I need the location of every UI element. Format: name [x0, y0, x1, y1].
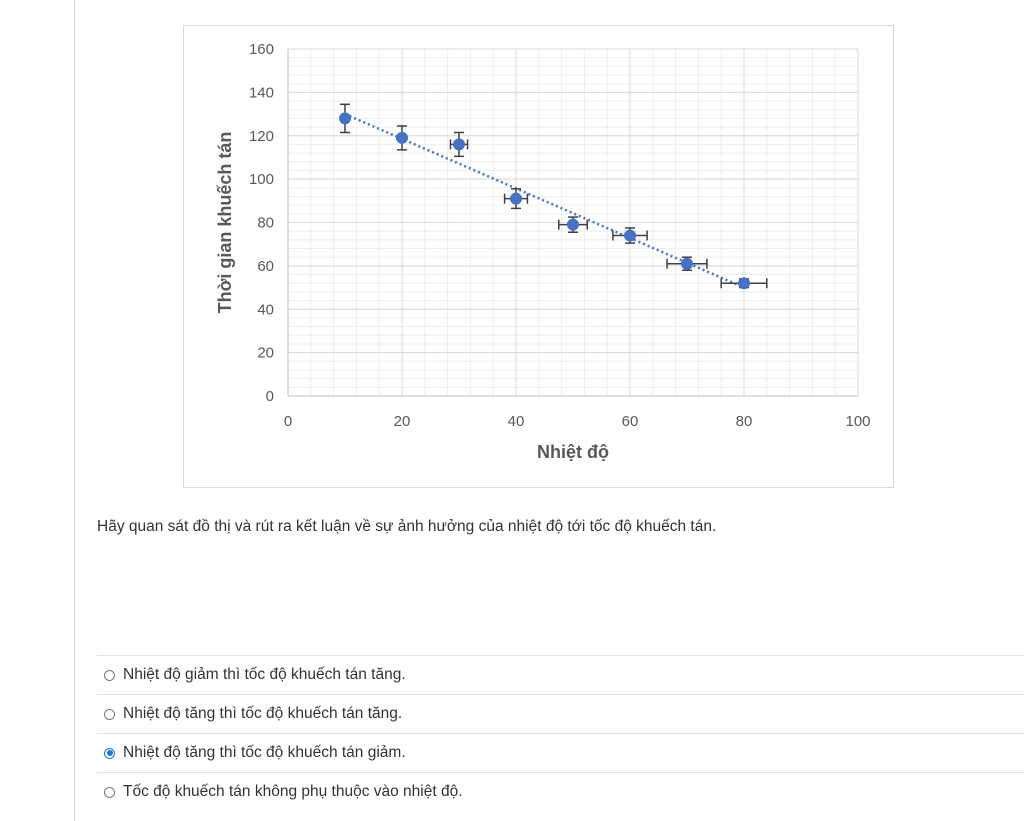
option-3[interactable]: Tốc độ khuếch tán không phụ thuộc vào nh…	[97, 772, 1024, 811]
x-axis-title: Nhiệt độ	[537, 442, 609, 462]
radio-button-1[interactable]	[104, 708, 115, 720]
data-point	[396, 131, 408, 144]
chart-container: 0 20 40 60 80 100 120 140 160 0 20 40 60 80 100 Nhiệt đ…	[183, 25, 894, 488]
y-tick-label: 140	[249, 84, 274, 101]
y-tick-label: 160	[249, 41, 274, 58]
option-label-3: Tốc độ khuếch tán không phụ thuộc vào nh…	[123, 783, 463, 800]
x-tick-label: 60	[622, 413, 639, 430]
radio-dot	[106, 750, 113, 756]
y-tick-label: 80	[257, 215, 274, 232]
data-point	[510, 192, 522, 205]
x-tick-label: 40	[508, 413, 525, 430]
data-point	[567, 218, 579, 231]
radio-button-2[interactable]	[104, 747, 115, 759]
radio-button-0[interactable]	[104, 669, 115, 681]
y-tick-label: 100	[249, 171, 274, 188]
x-tick-label: 80	[736, 413, 753, 430]
option-label-2: Nhiệt độ tăng thì tốc độ khuếch tán giảm…	[123, 744, 406, 761]
option-label-0: Nhiệt độ giảm thì tốc độ khuếch tán tăng…	[123, 666, 406, 683]
data-point	[738, 277, 750, 290]
data-point	[339, 112, 351, 125]
x-tick-label: 100	[845, 413, 870, 430]
left-border	[74, 0, 75, 821]
data-point	[453, 138, 465, 151]
y-tick-label: 120	[249, 128, 274, 145]
data-point	[624, 229, 636, 242]
x-tick-label: 20	[394, 413, 411, 430]
option-label-1: Nhiệt độ tăng thì tốc độ khuếch tán tăng…	[123, 705, 403, 722]
answer-options: Nhiệt độ giảm thì tốc độ khuếch tán tăng…	[97, 655, 1024, 811]
x-tick-label: 0	[284, 413, 292, 430]
y-tick-label: 40	[257, 301, 274, 318]
data-point	[681, 257, 693, 270]
scatter-chart: 0 20 40 60 80 100 120 140 160 0 20 40 60 80 100 Nhiệt đ…	[215, 41, 871, 462]
y-axis-title: Thời gian khuếch tán	[215, 132, 235, 314]
option-1[interactable]: Nhiệt độ tăng thì tốc độ khuếch tán tăng…	[97, 694, 1024, 733]
y-tick-label: 20	[257, 345, 274, 362]
y-tick-label: 60	[257, 258, 274, 275]
radio-button-3[interactable]	[104, 786, 115, 798]
option-0[interactable]: Nhiệt độ giảm thì tốc độ khuếch tán tăng…	[97, 655, 1024, 694]
y-tick-label: 0	[266, 388, 274, 405]
question-text: Hãy quan sát đồ thị và rút ra kết luận v…	[97, 518, 717, 535]
option-2[interactable]: Nhiệt độ tăng thì tốc độ khuếch tán giảm…	[97, 733, 1024, 772]
